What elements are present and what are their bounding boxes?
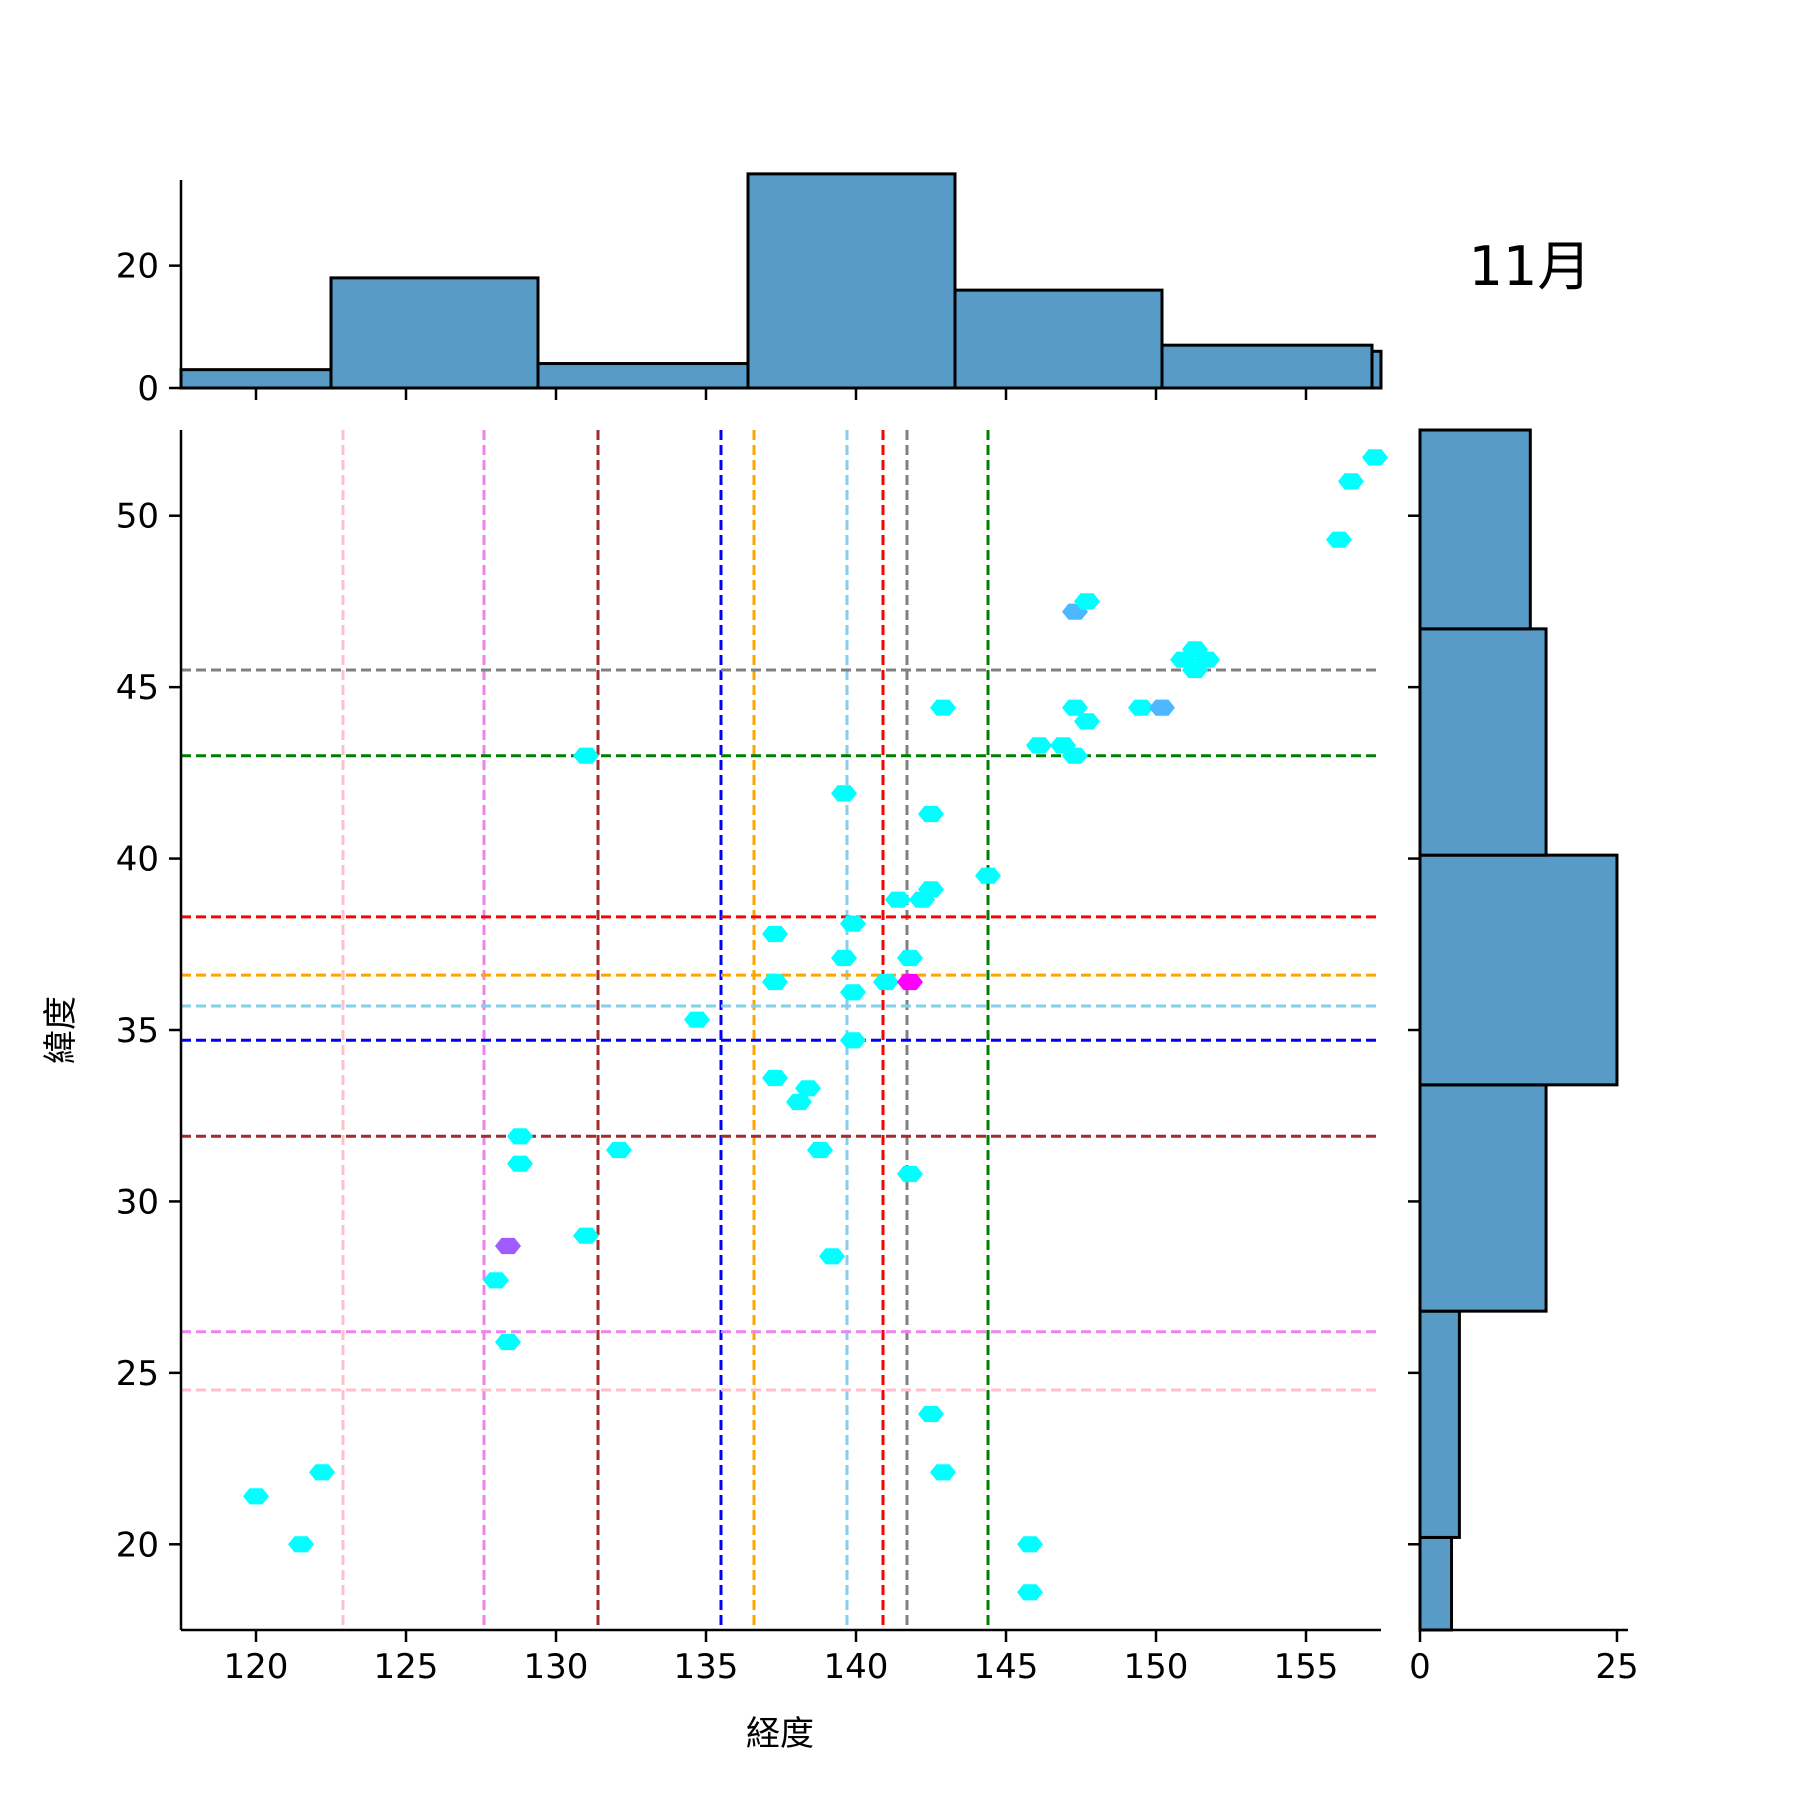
hexbin-cell	[1326, 531, 1352, 548]
hexbin-layer	[243, 449, 1388, 1601]
top-hist-bar	[536, 362, 750, 390]
hexbin-cell	[1362, 449, 1388, 466]
hexbin-cell	[897, 1165, 923, 1183]
hexbin-cell	[309, 1464, 335, 1481]
hexbin-cell	[1017, 1584, 1043, 1601]
hexbin-cell	[1149, 699, 1175, 716]
y-tick-label: 50	[116, 497, 159, 537]
hexbin-cell	[831, 949, 857, 967]
hexbin-cell	[918, 1405, 944, 1423]
hexbin-cell	[795, 1080, 821, 1097]
right-hist-x-tick-label: 25	[1595, 1647, 1638, 1687]
hexbin-cell	[873, 973, 899, 991]
hexbin-cell	[507, 1128, 533, 1145]
axes: 120 125 130 135 140 145 150 155 20 25 30 35 40 45 50 0 2…	[116, 180, 1639, 1687]
hexbin-cell	[840, 984, 866, 1001]
y-tick-label: 40	[116, 840, 159, 880]
right-hist-x-tick-label: 0	[1409, 1647, 1431, 1687]
hexbin-cell	[786, 1093, 812, 1111]
hexbin-cell	[897, 949, 923, 967]
hexbin-cell	[495, 1237, 521, 1255]
x-tick-label: 130	[524, 1647, 589, 1687]
hexbin-cell	[930, 1464, 956, 1481]
hexbin-cell	[918, 881, 944, 898]
right-hist-bar	[1418, 853, 1619, 1087]
hexbin-cell	[1062, 747, 1088, 764]
hexbin-cell	[495, 1333, 521, 1351]
x-tick-label: 140	[824, 1647, 889, 1687]
chart-title: 11月	[1469, 235, 1592, 298]
x-tick-label: 155	[1274, 1647, 1339, 1687]
hexbin-cell	[1338, 473, 1364, 490]
top-hist-y-tick-label: 0	[137, 369, 159, 409]
right-hist-bar	[1418, 1309, 1461, 1539]
hexbin-cell	[1194, 651, 1220, 668]
y-tick-label: 20	[116, 1525, 159, 1565]
hexbin-cell	[975, 867, 1001, 884]
hexbin-cell	[831, 785, 857, 802]
hexbin-cell	[1017, 1536, 1043, 1553]
x-tick-label: 145	[974, 1647, 1039, 1687]
hexbin-cell	[762, 1069, 788, 1087]
x-tick-label: 120	[224, 1647, 289, 1687]
hexbin-cell	[819, 1248, 845, 1265]
hexbin-cell	[918, 805, 944, 823]
reference-lines	[181, 430, 1381, 1630]
hexbin-cell	[885, 891, 911, 908]
y-tick-label: 30	[116, 1182, 159, 1222]
hexbin-cell	[483, 1272, 509, 1289]
hexbin-cell	[243, 1488, 269, 1505]
hexbin-cell	[684, 1011, 710, 1028]
right-hist-bar	[1418, 428, 1532, 631]
top-hist-bar	[746, 172, 957, 390]
hexbin-cell	[1074, 713, 1100, 730]
right-hist-bar	[1418, 1083, 1548, 1313]
x-tick-label: 125	[374, 1647, 439, 1687]
hexbin-cell	[762, 973, 788, 991]
hexbin-cell	[573, 1227, 599, 1244]
hexbin-cell	[1074, 593, 1100, 610]
x-tick-label: 135	[674, 1647, 739, 1687]
y-tick-label: 25	[116, 1354, 159, 1394]
hexbin-cell	[1062, 699, 1088, 716]
hexbin-cell	[762, 925, 788, 943]
hexbin-cell	[1128, 699, 1154, 716]
hexbin-cell	[897, 973, 923, 991]
hexbin-cell	[288, 1536, 314, 1553]
hexbin-cell	[840, 1032, 866, 1049]
top-hist-bar	[179, 368, 333, 390]
hexbin-cell	[930, 699, 956, 716]
right-hist-bar	[1418, 627, 1548, 857]
right-hist-bar	[1418, 1535, 1454, 1632]
top-hist-y-tick-label: 20	[116, 247, 159, 287]
hexbin-cell	[606, 1141, 632, 1159]
hexbin-cell	[840, 915, 866, 932]
y-tick-label: 45	[116, 668, 159, 708]
right-histogram	[1418, 428, 1619, 1632]
x-tick-label: 150	[1124, 1647, 1189, 1687]
top-hist-bar	[1160, 343, 1374, 390]
hexbin-cell	[807, 1141, 833, 1159]
hexbin-cell	[573, 747, 599, 764]
top-hist-bar	[329, 276, 540, 390]
hexbin-cell	[507, 1155, 533, 1172]
hexbin-cell	[1026, 737, 1052, 754]
y-tick-label: 35	[116, 1011, 159, 1051]
y-axis-label: 緯度	[41, 996, 81, 1064]
top-histogram	[179, 172, 1383, 390]
x-axis-label: 経度	[746, 1714, 814, 1754]
top-hist-bar	[1370, 349, 1383, 390]
top-hist-bar	[953, 288, 1164, 390]
